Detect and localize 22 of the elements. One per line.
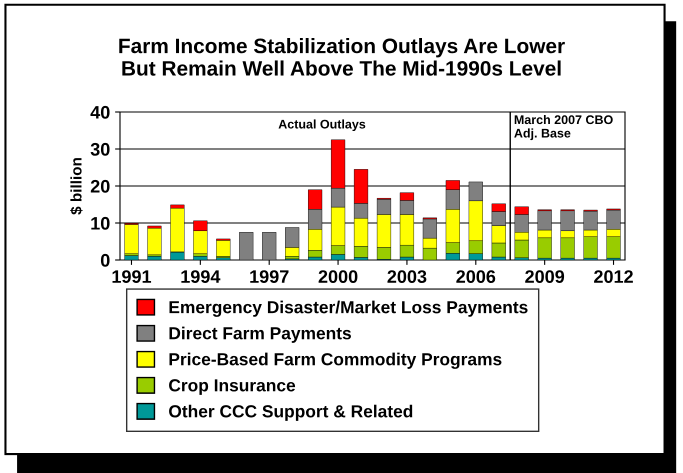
annotation: Actual Outlays [278,119,366,132]
legend-label: Emergency Disaster/Market Loss Payments [170,300,528,317]
y-tick-label: 40 [90,106,110,119]
chart-title: Farm Income Stabilization Outlays Are Lower But Remain Well Above The Mid-1990s Level [119,38,565,76]
x-tick-label: 1994 [181,270,220,283]
annotation: March 2007 CBO Adj. Base [514,114,613,140]
x-tick-label: 1991 [112,270,152,283]
y-tick-label: 20 [90,180,110,193]
y-tick-label: 30 [90,142,110,156]
y-axis-title: $ billion [70,158,83,215]
x-tick-label: 2012 [594,270,633,283]
y-tick-label: 0 [100,254,110,267]
legend-label: Direct Farm Payments [170,326,351,343]
x-tick-label: 1997 [250,270,288,283]
y-tick-label: 10 [91,216,110,230]
x-tick-label: 2006 [456,270,496,283]
x-tick-label: 2000 [318,270,358,283]
x-tick-label: 2009 [525,270,564,283]
legend-label: Crop Insurance [169,379,296,395]
x-tick-label: 2003 [387,270,426,284]
legend-label: Other CCC Support & Related [169,404,412,421]
legend-label: Price-Based Farm Commodity Programs [170,352,502,369]
